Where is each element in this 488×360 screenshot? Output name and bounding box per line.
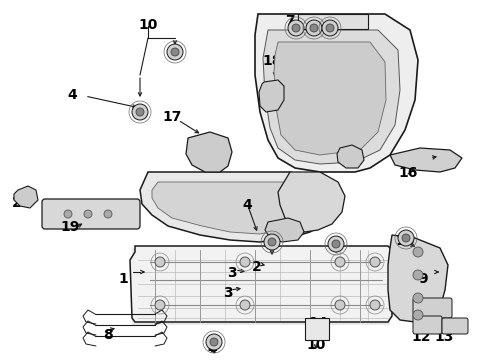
- Text: 3: 3: [223, 286, 232, 300]
- Text: 16: 16: [398, 166, 417, 180]
- FancyBboxPatch shape: [412, 298, 451, 318]
- Circle shape: [412, 310, 422, 320]
- Text: 4: 4: [207, 342, 217, 356]
- Text: 10: 10: [394, 234, 414, 248]
- Text: 19: 19: [60, 220, 80, 234]
- Text: 18: 18: [262, 54, 281, 68]
- Circle shape: [267, 238, 275, 246]
- Circle shape: [331, 240, 339, 248]
- Text: 15: 15: [285, 178, 304, 192]
- Circle shape: [321, 20, 337, 36]
- Text: 10: 10: [305, 338, 325, 352]
- Circle shape: [240, 257, 249, 267]
- Polygon shape: [140, 172, 337, 242]
- Circle shape: [64, 210, 72, 218]
- Circle shape: [412, 293, 422, 303]
- Circle shape: [209, 338, 218, 346]
- Text: 5: 5: [305, 14, 315, 28]
- Circle shape: [305, 20, 321, 36]
- Circle shape: [240, 300, 249, 310]
- Circle shape: [412, 247, 422, 257]
- Circle shape: [309, 24, 317, 32]
- Text: 20: 20: [12, 196, 32, 210]
- Circle shape: [264, 234, 280, 250]
- Polygon shape: [273, 42, 385, 155]
- Text: 13: 13: [433, 330, 453, 344]
- Text: 21: 21: [351, 120, 371, 134]
- Polygon shape: [336, 145, 363, 168]
- Circle shape: [334, 257, 345, 267]
- Text: 12: 12: [410, 330, 430, 344]
- Circle shape: [205, 334, 222, 350]
- Text: 14: 14: [307, 316, 327, 330]
- Polygon shape: [132, 248, 389, 325]
- Polygon shape: [389, 148, 461, 172]
- Text: 17: 17: [162, 110, 182, 124]
- Circle shape: [369, 300, 379, 310]
- Polygon shape: [152, 182, 313, 234]
- Text: 2: 2: [252, 260, 262, 274]
- Circle shape: [412, 270, 422, 280]
- Circle shape: [401, 234, 409, 242]
- FancyBboxPatch shape: [441, 318, 467, 334]
- Circle shape: [334, 300, 345, 310]
- Polygon shape: [14, 186, 38, 208]
- Text: 7: 7: [285, 14, 294, 28]
- Polygon shape: [259, 80, 284, 112]
- Circle shape: [136, 108, 143, 116]
- Polygon shape: [185, 132, 231, 172]
- Circle shape: [84, 210, 92, 218]
- Polygon shape: [254, 14, 417, 172]
- Circle shape: [287, 20, 304, 36]
- Text: 4: 4: [242, 198, 251, 212]
- Polygon shape: [263, 30, 399, 164]
- Circle shape: [325, 24, 333, 32]
- Circle shape: [369, 257, 379, 267]
- Text: 11: 11: [419, 306, 439, 320]
- Circle shape: [397, 230, 413, 246]
- Text: 10: 10: [138, 18, 157, 32]
- Text: 4: 4: [264, 234, 274, 248]
- Text: 9: 9: [417, 272, 427, 286]
- Circle shape: [171, 48, 179, 56]
- Circle shape: [132, 104, 148, 120]
- Circle shape: [155, 300, 164, 310]
- Text: 8: 8: [103, 328, 113, 342]
- Text: 6: 6: [323, 14, 332, 28]
- Circle shape: [155, 257, 164, 267]
- Text: 4: 4: [67, 88, 77, 102]
- Circle shape: [104, 210, 112, 218]
- Polygon shape: [387, 235, 447, 322]
- Circle shape: [167, 44, 183, 60]
- FancyBboxPatch shape: [42, 199, 140, 229]
- Text: 4: 4: [327, 238, 337, 252]
- FancyBboxPatch shape: [297, 14, 367, 29]
- FancyBboxPatch shape: [305, 318, 328, 340]
- Circle shape: [291, 24, 299, 32]
- Circle shape: [327, 236, 343, 252]
- Polygon shape: [278, 172, 345, 232]
- Text: 1: 1: [118, 272, 128, 286]
- FancyBboxPatch shape: [412, 316, 441, 334]
- Polygon shape: [130, 246, 391, 322]
- Polygon shape: [264, 218, 304, 242]
- Text: 3: 3: [227, 266, 236, 280]
